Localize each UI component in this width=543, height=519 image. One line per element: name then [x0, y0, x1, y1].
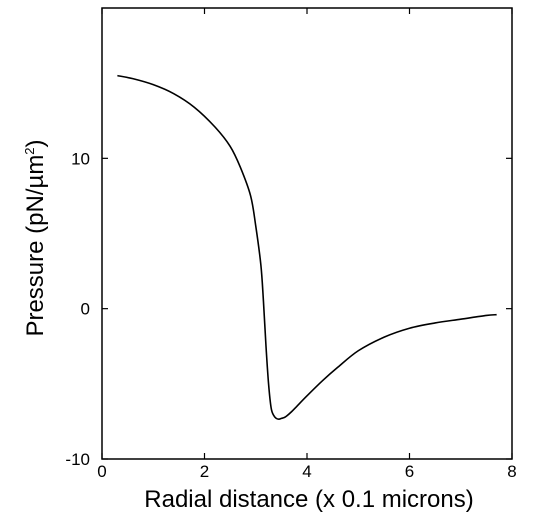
x-tick-label: 8 [507, 462, 516, 481]
x-tick-label: 2 [200, 462, 209, 481]
x-axis-title: Radial distance (x 0.1 microns) [144, 486, 473, 513]
y-tick-label: 10 [71, 149, 90, 168]
y-tick-label: -10 [65, 450, 90, 469]
y-axis-title-main: Pressure (pN/µm [22, 155, 49, 337]
y-axis-title-close: ) [22, 139, 49, 147]
x-tick-label: 0 [97, 462, 106, 481]
tick-marks [101, 8, 513, 460]
x-tick-label: 6 [405, 462, 414, 481]
x-tick-label: 4 [302, 462, 311, 481]
y-tick-label: 0 [81, 300, 90, 319]
y-axis-title-superscript: 2 [22, 147, 37, 154]
tick-labels: 0 2 4 6 8 -10 0 10 [65, 149, 516, 481]
pressure-curve [117, 74, 497, 420]
plot-frame [101, 7, 513, 460]
y-axis-title: Pressure (pN/µm2) [22, 139, 49, 336]
